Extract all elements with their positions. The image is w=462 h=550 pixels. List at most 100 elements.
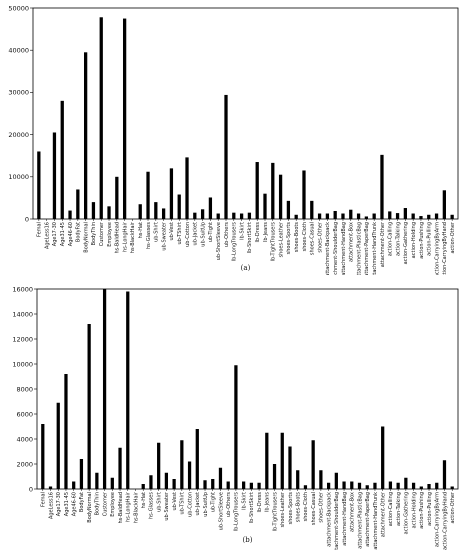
y-tick-label: 12000 — [12, 335, 33, 343]
bar — [146, 171, 150, 219]
x-tick-label: ub-TShirt — [177, 222, 183, 245]
x-tick-label: action-Talking — [395, 222, 401, 256]
bar — [303, 485, 308, 489]
bar — [60, 100, 64, 219]
bar — [342, 481, 346, 489]
x-tick-label: lb-ShortSkirt — [247, 222, 253, 253]
bar — [247, 212, 252, 219]
bar — [122, 18, 127, 219]
bar — [294, 214, 298, 219]
bar — [203, 480, 207, 489]
x-tick-label: attachment-HandTrunk — [372, 222, 378, 275]
x-tick-label: attachment-ShoulderBag — [334, 492, 340, 550]
bar — [263, 193, 267, 219]
bar — [138, 204, 142, 219]
y-tick-label: 50000 — [8, 4, 29, 12]
x-tick-label: action-Calling — [388, 492, 394, 526]
x-tick-label: ub-TShirt — [180, 492, 186, 515]
x-tick-label: shoes-Sports — [288, 492, 294, 525]
x-tick-label: action-Talking — [396, 492, 402, 526]
x-tick-label: ub-ShortSleeve — [218, 492, 224, 530]
bar — [154, 202, 158, 219]
bar — [102, 289, 107, 489]
bar — [224, 94, 228, 219]
bar — [310, 200, 314, 219]
x-tick-label: Femal — [37, 222, 43, 237]
x-tick-label: hs-BaldHead — [118, 492, 124, 524]
x-tick-label: attachment-Backpack — [325, 222, 331, 275]
bar — [232, 212, 236, 219]
x-tick-label: attachment-ShoulderBag — [333, 222, 339, 275]
bar — [388, 481, 393, 489]
x-tick-label: lb-ShortSkirt — [249, 492, 255, 523]
bar — [373, 482, 377, 489]
x-tick-label: Age31-45 — [60, 222, 66, 246]
bar — [218, 467, 223, 489]
x-tick-label: Age17-30 — [56, 492, 62, 516]
bar — [157, 442, 161, 489]
bar — [255, 162, 259, 219]
x-tick-label: lb-Jeans — [265, 492, 271, 512]
bar — [180, 440, 184, 489]
x-tick-label: shoes-Leather — [278, 221, 284, 257]
bar — [334, 472, 338, 489]
bar — [317, 213, 322, 219]
bar — [172, 479, 176, 489]
bar — [419, 486, 423, 489]
x-tick-label: lb-LongTrousers — [234, 492, 240, 532]
plot-frame — [36, 288, 459, 490]
x-tick-label: ub-SuitUp — [203, 492, 209, 517]
y-tick-label: 30000 — [8, 89, 29, 97]
bar — [64, 374, 68, 489]
bar — [311, 440, 315, 489]
bar — [91, 202, 96, 219]
bar — [434, 213, 439, 219]
x-tick-label: shoes-Leather — [280, 491, 286, 527]
x-tick-label: AgeLess16 — [44, 222, 50, 249]
bar — [56, 402, 60, 489]
bar — [272, 464, 277, 489]
x-tick-label: AgeLess16 — [48, 492, 54, 519]
bar — [52, 132, 57, 219]
x-tick-label: Age46-60 — [71, 492, 77, 516]
chart-a: 0 10000 20000 30000 40000 50000 Femal AgeLess16… — [8, 4, 459, 275]
x-tick-label: Age31-45 — [64, 492, 70, 516]
x-tick-label: BodyThin — [95, 492, 101, 515]
y-tick-label: 16000 — [12, 285, 33, 293]
bar — [265, 432, 269, 489]
x-tick-label: shoes-Cloth — [302, 222, 308, 251]
x-tick-label: attachment-Backpack — [326, 492, 332, 547]
bar — [325, 213, 330, 219]
y-tick-label: 8000 — [16, 385, 33, 393]
x-tick-label: attachment-PlasticBag — [356, 222, 362, 275]
x-tick-label: ub-Shirt — [154, 222, 160, 242]
x-tick-label: ub-Jacket — [193, 222, 199, 246]
x-tick-label: action-Other — [450, 221, 456, 253]
x-tick-label: Customer — [99, 221, 105, 246]
x-tick-label: shoes-Sports — [286, 222, 292, 255]
x-tick-label: ub-ShortSleeve — [216, 222, 222, 260]
bar — [149, 475, 153, 489]
plot-frame — [32, 7, 459, 220]
bar — [427, 484, 431, 489]
bar — [72, 481, 76, 489]
bar — [326, 482, 331, 489]
bar — [419, 216, 423, 219]
x-tick-label: ub-Shirt — [156, 492, 162, 512]
bar — [37, 151, 41, 219]
x-tick-label: Customer — [102, 491, 108, 516]
x-tick-label: hs-BlackHair — [130, 221, 136, 253]
x-tick-label: shoes-Cloth — [303, 492, 309, 521]
x-tick-label: action-CarryingByHand — [442, 492, 448, 550]
x-tick-label: attachment-HandTrunk — [373, 492, 379, 550]
bar — [141, 484, 145, 489]
bar — [211, 479, 215, 489]
x-tick-label: shoes-Casual — [310, 222, 316, 255]
bar — [450, 214, 454, 219]
bar — [208, 197, 213, 219]
bar — [365, 485, 369, 489]
x-tick-label: attachment-Other — [380, 221, 386, 267]
bar — [356, 213, 361, 219]
x-tick-label: lb-Skirt — [239, 222, 245, 240]
x-tick-label: ub-Jacket — [195, 492, 201, 516]
